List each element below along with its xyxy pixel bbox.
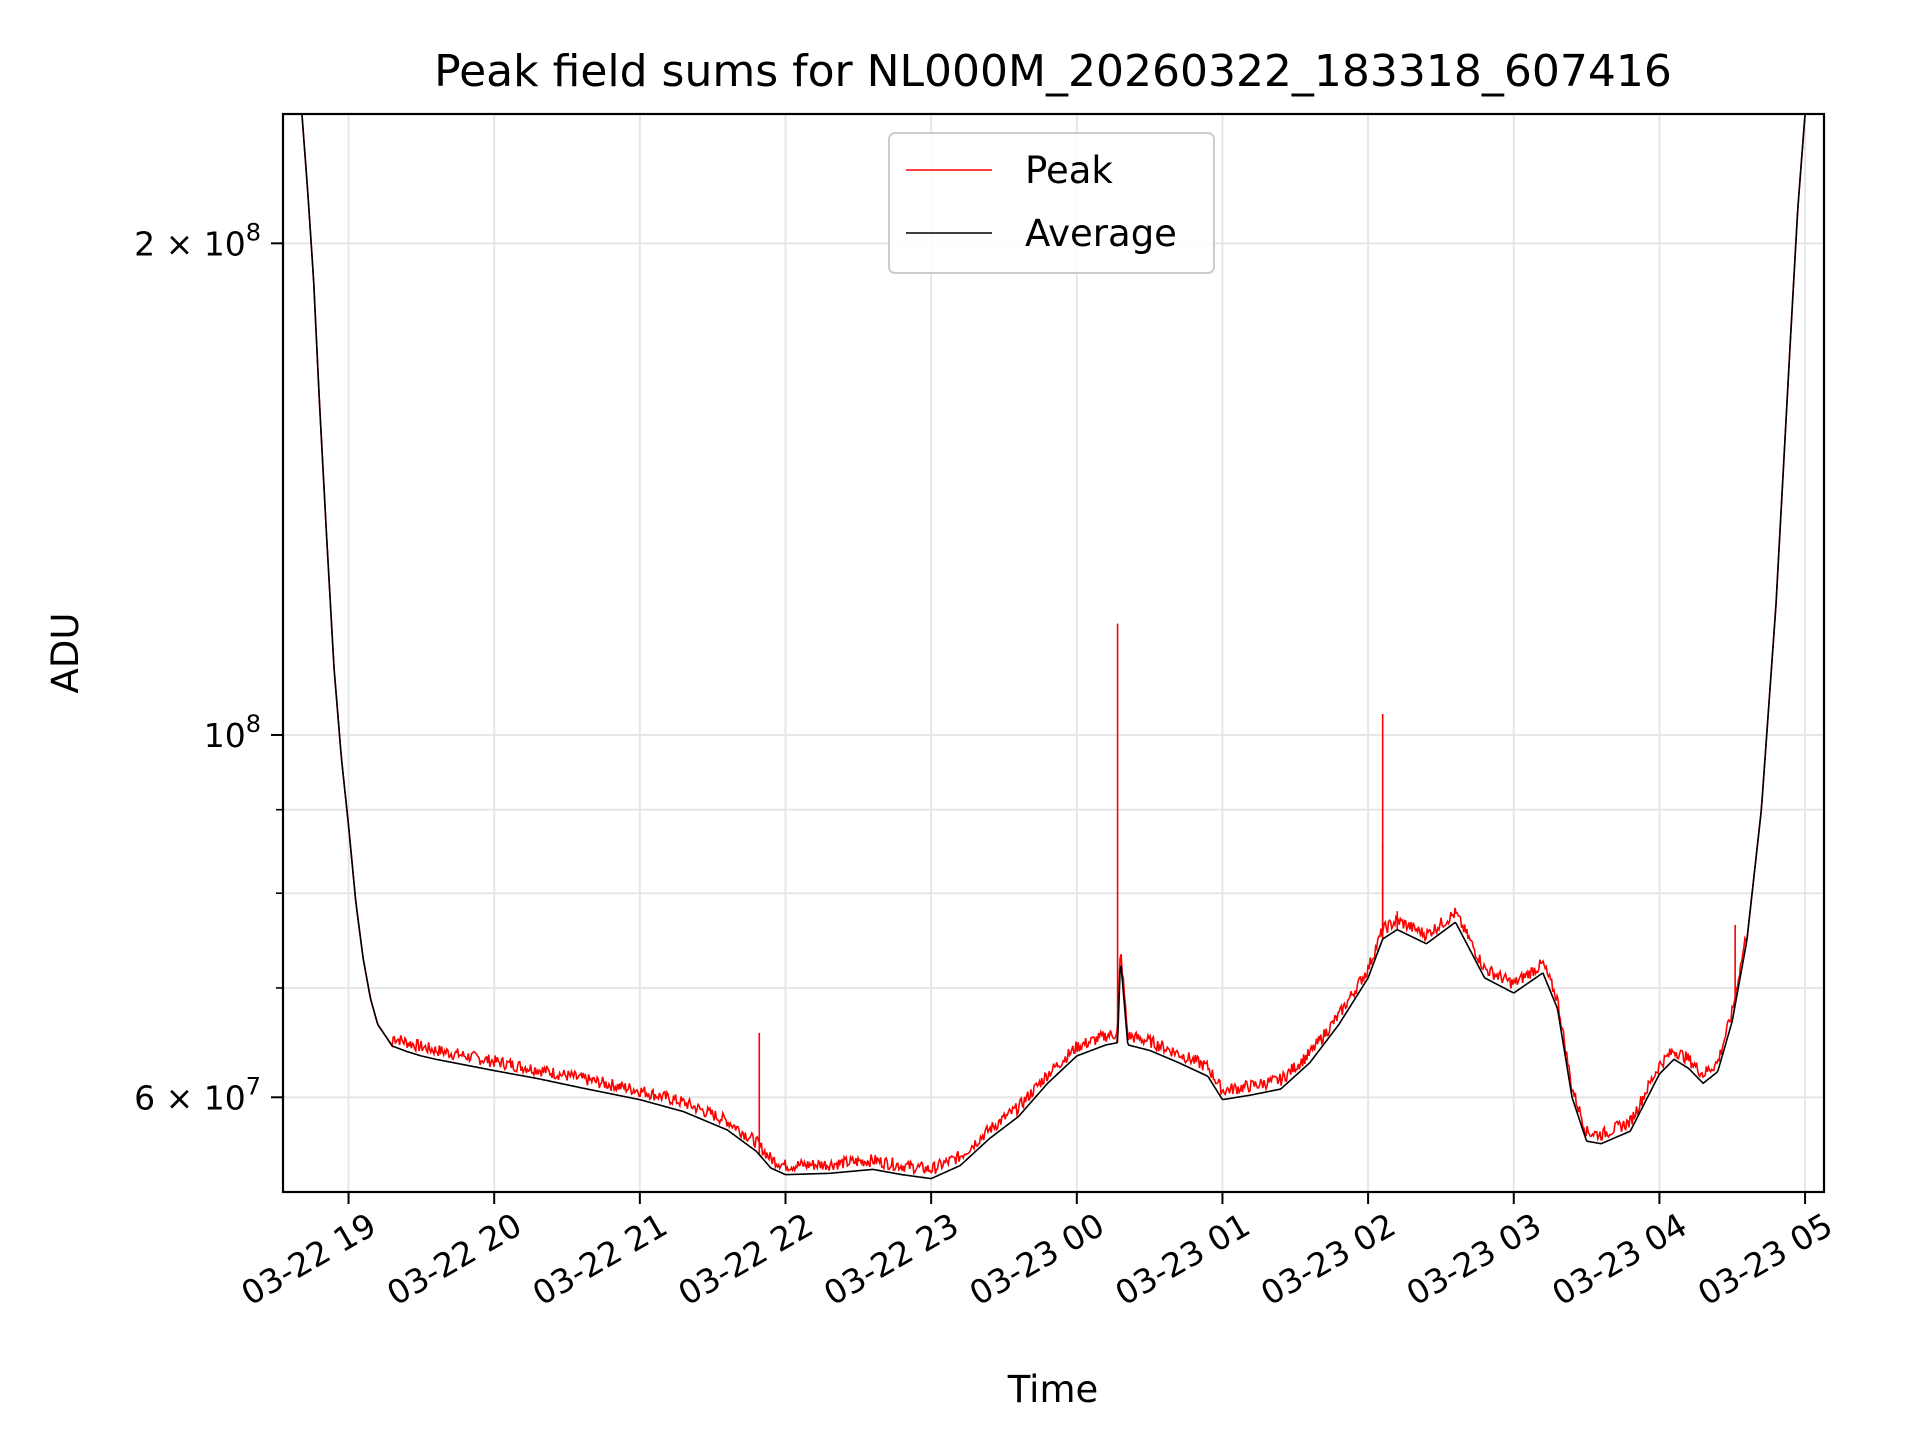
x-tick-label: 03-23 02: [1254, 1205, 1402, 1313]
x-tick-label: 03-23 01: [1108, 1205, 1256, 1313]
x-tick-label: 03-22 21: [526, 1205, 674, 1313]
average-series-line: [301, 114, 1806, 1180]
x-tick-label: 03-23 03: [1400, 1205, 1548, 1313]
legend-peak-label: Peak: [1025, 149, 1113, 192]
x-tick-label: 03-23 00: [963, 1205, 1111, 1313]
y-axis-label: ADU: [44, 613, 87, 694]
chart-title: Peak field sums for NL000M_20260322_1833…: [434, 46, 1672, 97]
y-tick-label: 2 × 108: [134, 218, 261, 263]
legend-average-label: Average: [1025, 212, 1177, 255]
x-tick-label: 03-22 19: [235, 1205, 383, 1313]
y-tick-label: 108: [204, 710, 261, 755]
x-tick-label: 03-22 20: [380, 1205, 528, 1313]
plot-frame: [281, 112, 1826, 1194]
peak-series-line: [301, 114, 1806, 1176]
x-tick-label: 03-23 04: [1545, 1205, 1693, 1313]
x-axis-label: Time: [1007, 1368, 1099, 1411]
x-tick-label: 03-22 22: [672, 1205, 820, 1313]
legend-box: [888, 132, 1215, 274]
legend: Peak Average: [888, 132, 1215, 274]
x-tick-label: 03-22 23: [817, 1205, 965, 1313]
x-tick-label: 03-23 05: [1691, 1205, 1839, 1313]
y-tick-label: 6 × 107: [134, 1072, 261, 1117]
